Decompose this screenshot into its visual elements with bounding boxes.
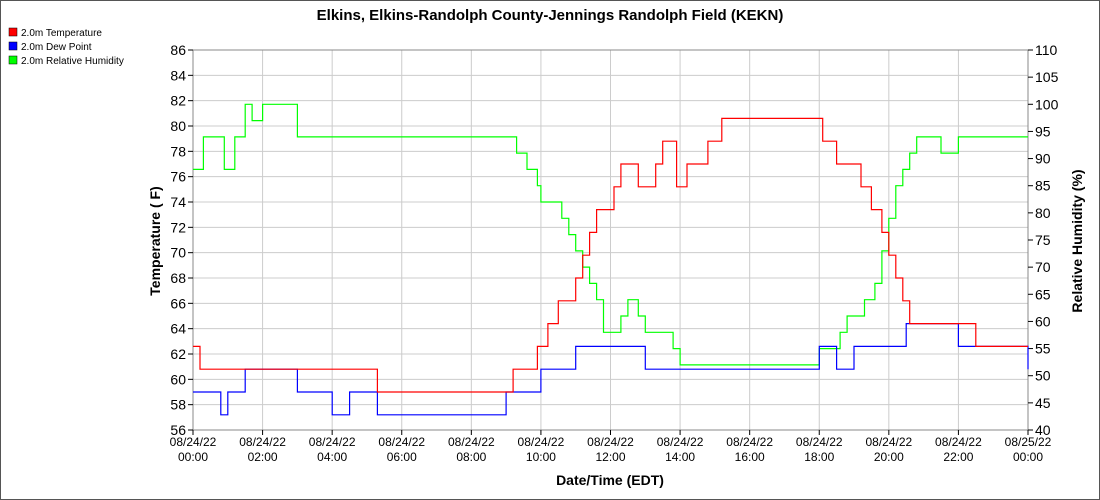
x-tick-date: 08/24/22 <box>657 435 704 449</box>
x-tick-time: 22:00 <box>943 450 973 464</box>
y-tick-label: 86 <box>170 42 186 58</box>
y-tick-label: 70 <box>170 245 186 261</box>
y-tick-label: 66 <box>170 295 186 311</box>
y-tick-label: 74 <box>170 194 186 210</box>
x-tick-time: 16:00 <box>735 450 765 464</box>
legend-swatch <box>8 41 18 51</box>
y2-tick-label: 90 <box>1035 151 1051 167</box>
y2-tick-label: 45 <box>1035 395 1051 411</box>
legend-swatch <box>8 55 18 65</box>
x-tick-time: 20:00 <box>874 450 904 464</box>
x-tick-date: 08/24/22 <box>935 435 982 449</box>
x-tick-date: 08/24/22 <box>518 435 565 449</box>
x-tick-date: 08/24/22 <box>309 435 356 449</box>
x-tick-time: 18:00 <box>804 450 834 464</box>
legend-swatch <box>8 27 18 37</box>
y2-tick-label: 55 <box>1035 341 1051 357</box>
y-tick-label: 64 <box>170 321 186 337</box>
legend-label: 2.0m Relative Humidity <box>21 56 124 67</box>
x-tick-time: 08:00 <box>456 450 486 464</box>
y2-tick-label: 60 <box>1035 313 1051 329</box>
y-tick-label: 62 <box>170 346 186 362</box>
x-tick-date: 08/24/22 <box>865 435 912 449</box>
y2-tick-label: 70 <box>1035 259 1051 275</box>
x-tick-date: 08/24/22 <box>239 435 286 449</box>
y2-tick-label: 80 <box>1035 205 1051 221</box>
x-tick-date: 08/24/22 <box>378 435 425 449</box>
y-tick-label: 72 <box>170 219 186 235</box>
series-line-2-0m-temperature <box>193 117 1028 393</box>
y-tick-label: 58 <box>170 397 186 413</box>
legend-label: 2.0m Temperature <box>21 28 102 39</box>
x-axis: 08/24/2200:0008/24/2202:0008/24/2204:000… <box>170 430 1052 464</box>
x-tick-time: 10:00 <box>526 450 556 464</box>
y2-tick-label: 50 <box>1035 368 1051 384</box>
x-tick-date: 08/24/22 <box>726 435 773 449</box>
x-tick-time: 00:00 <box>1013 450 1043 464</box>
y-tick-label: 76 <box>170 169 186 185</box>
x-tick-time: 06:00 <box>387 450 417 464</box>
y2-tick-label: 85 <box>1035 178 1051 194</box>
x-tick-date: 08/25/22 <box>1005 435 1052 449</box>
y2-tick-label: 40 <box>1035 422 1051 438</box>
x-tick-date: 08/24/22 <box>587 435 634 449</box>
y2-tick-label: 105 <box>1035 69 1059 85</box>
y-tick-label: 80 <box>170 118 186 134</box>
x-tick-time: 02:00 <box>248 450 278 464</box>
y-tick-label: 82 <box>170 93 186 109</box>
legend: 2.0m Temperature 2.0m Dew Point 2.0m Relat… <box>8 27 124 67</box>
series-layer <box>193 103 1029 416</box>
y2-tick-label: 110 <box>1035 42 1058 58</box>
x-tick-date: 08/24/22 <box>796 435 843 449</box>
series-line-2-0m-dew-point <box>193 323 1029 416</box>
y-axis-title: Temperature ( F) <box>147 186 163 295</box>
y2-tick-label: 95 <box>1035 123 1051 139</box>
y2-tick-label: 65 <box>1035 286 1051 302</box>
y-tick-label: 56 <box>170 422 186 438</box>
chart-title: Elkins, Elkins-Randolph County-Jennings … <box>317 7 784 24</box>
y-tick-label: 68 <box>170 270 186 286</box>
legend-label: 2.0m Dew Point <box>21 42 92 53</box>
x-axis-title: Date/Time (EDT) <box>556 472 664 488</box>
left-y-axis: 56 58 60 62 64 66 68 70 72 74 76 78 80 82 84 86 <box>170 42 193 438</box>
x-tick-time: 12:00 <box>595 450 625 464</box>
y-tick-label: 60 <box>170 371 186 387</box>
grid <box>192 49 1029 431</box>
right-y-axis: 40 45 50 55 60 65 70 75 80 85 90 95 100 105 110 <box>1028 42 1059 438</box>
y2-tick-label: 75 <box>1035 232 1051 248</box>
y-tick-label: 78 <box>170 143 186 159</box>
x-tick-time: 04:00 <box>317 450 347 464</box>
y-tick-label: 84 <box>170 67 186 83</box>
y2-tick-label: 100 <box>1035 96 1059 112</box>
x-tick-time: 14:00 <box>665 450 695 464</box>
x-tick-date: 08/24/22 <box>448 435 495 449</box>
y2-axis-title: Relative Humidity (%) <box>1069 169 1085 312</box>
x-tick-time: 00:00 <box>178 450 208 464</box>
x-tick-date: 08/24/22 <box>170 435 217 449</box>
